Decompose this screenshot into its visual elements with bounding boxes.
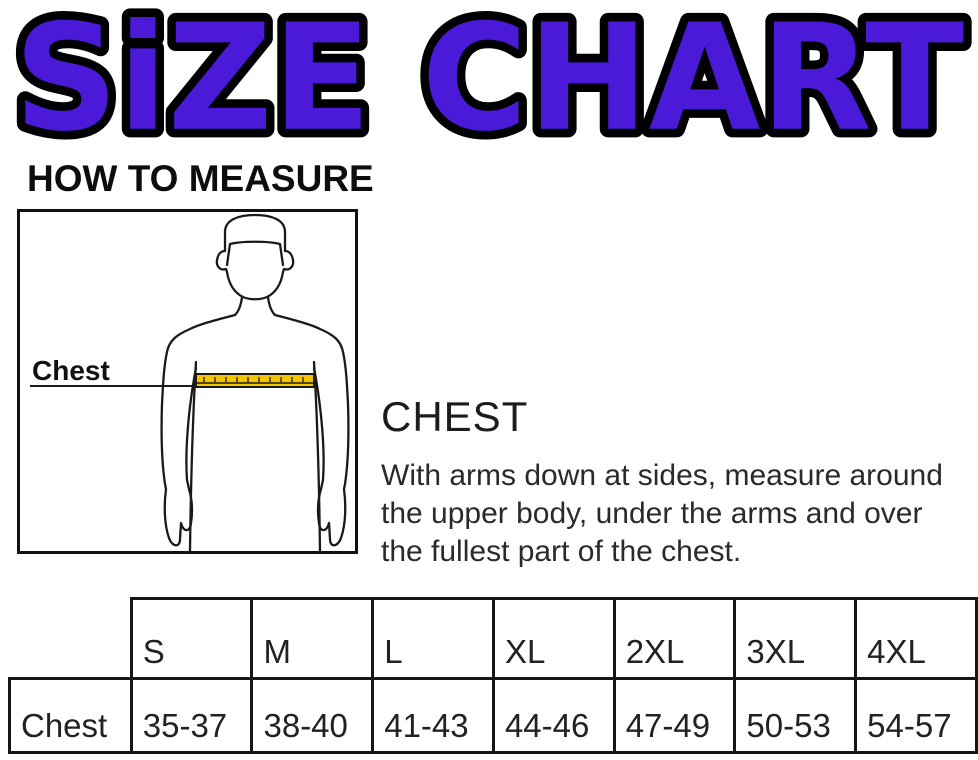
- size-column-header-l: L: [371, 597, 495, 680]
- chest-range-2xl: 47-49: [612, 677, 737, 754]
- chest-range-s: 35-37: [129, 677, 254, 754]
- torso-right-line: [312, 360, 322, 551]
- torso-left-line: [188, 360, 198, 551]
- size-column-header-3xl: 3XL: [733, 597, 858, 680]
- size-column-header-xl: XL: [491, 597, 616, 680]
- measure-diagram: Chest: [17, 209, 358, 554]
- blank-corner-cell: [10, 599, 132, 679]
- size-column-header-2xl: 2XL: [612, 597, 737, 680]
- title-text: SiZE CHART: [14, 0, 964, 155]
- chest-description: With arms down at sides, measure around …: [381, 459, 943, 568]
- measuring-tape: [195, 373, 315, 388]
- hairline: [225, 240, 285, 267]
- chest-heading: CHEST: [381, 393, 529, 440]
- tape-ticks: [203, 377, 304, 382]
- title-art: SiZE CHART: [6, 0, 972, 155]
- right-arm-outline: [266, 295, 350, 547]
- chest-range-xl: 44-46: [491, 677, 616, 754]
- size-column-header-s: S: [129, 597, 254, 680]
- size-table-section: S M L XL 2XL 3XL 4XL Chest 35-37 38-40 4…: [8, 597, 978, 754]
- chest-diagram-label: Chest: [32, 355, 110, 386]
- head-outline: [215, 213, 295, 301]
- size-column-header-4xl: 4XL: [854, 597, 978, 680]
- chest-range-4xl: 54-57: [854, 677, 978, 754]
- body-figure-art: Chest: [30, 213, 350, 551]
- row-label-chest: Chest: [8, 677, 133, 754]
- chest-range-l: 41-43: [371, 677, 495, 754]
- page-title: SiZE CHART: [0, 0, 978, 155]
- how-to-measure-heading: HOW TO MEASURE: [27, 158, 374, 199]
- size-column-header-m: M: [250, 597, 375, 680]
- size-header-row: S M L XL 2XL 3XL 4XL: [10, 597, 978, 680]
- chest-info-section: CHEST With arms down at sides, measure a…: [381, 393, 966, 571]
- chest-range-m: 38-40: [250, 677, 375, 754]
- size-table: S M L XL 2XL 3XL 4XL Chest 35-37 38-40 4…: [8, 597, 978, 754]
- chest-measurements-row: Chest 35-37 38-40 41-43 44-46 47-49 50-5…: [8, 677, 978, 754]
- left-arm-outline: [160, 295, 244, 547]
- chest-range-3xl: 50-53: [733, 677, 858, 754]
